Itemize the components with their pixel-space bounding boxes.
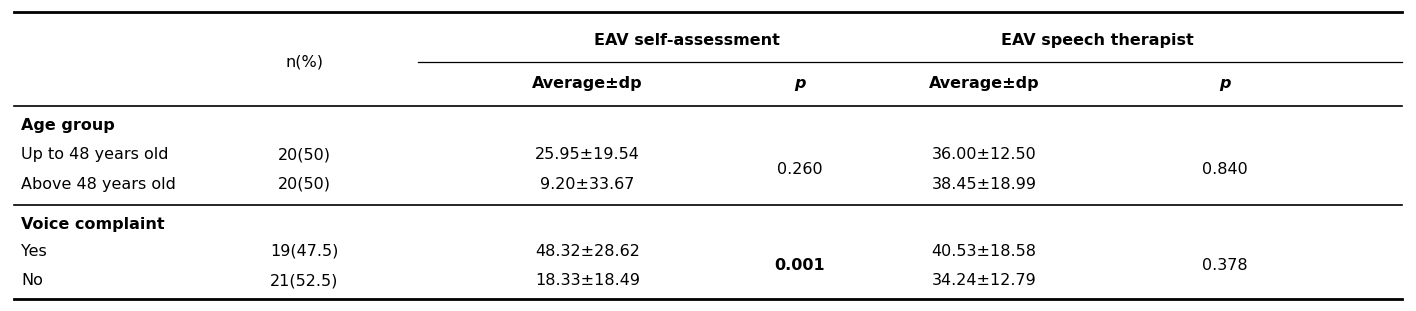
Text: 19(47.5): 19(47.5) [270, 244, 338, 259]
Text: p: p [1219, 77, 1231, 91]
Text: 38.45±18.99: 38.45±18.99 [932, 177, 1037, 192]
Text: 9.20±33.67: 9.20±33.67 [541, 177, 634, 192]
Text: 20(50): 20(50) [278, 147, 331, 162]
Text: EAV speech therapist: EAV speech therapist [1001, 33, 1194, 48]
Text: Up to 48 years old: Up to 48 years old [21, 147, 169, 162]
Text: 48.32±28.62: 48.32±28.62 [535, 244, 640, 259]
Text: 21(52.5): 21(52.5) [270, 273, 338, 288]
Text: 0.378: 0.378 [1202, 258, 1247, 273]
Text: Yes: Yes [21, 244, 47, 259]
Text: Age group: Age group [21, 118, 115, 133]
Text: Average±dp: Average±dp [532, 77, 643, 91]
Text: No: No [21, 273, 42, 288]
Text: 20(50): 20(50) [278, 177, 331, 192]
Text: n(%): n(%) [286, 55, 323, 70]
Text: Above 48 years old: Above 48 years old [21, 177, 176, 192]
Text: p: p [794, 77, 806, 91]
Text: 0.840: 0.840 [1202, 162, 1247, 177]
Text: Average±dp: Average±dp [929, 77, 1039, 91]
Text: 0.260: 0.260 [777, 162, 823, 177]
Text: 0.001: 0.001 [775, 258, 826, 273]
Text: 40.53±18.58: 40.53±18.58 [932, 244, 1037, 259]
Text: EAV self-assessment: EAV self-assessment [593, 33, 780, 48]
Text: 36.00±12.50: 36.00±12.50 [932, 147, 1037, 162]
Text: 18.33±18.49: 18.33±18.49 [535, 273, 640, 288]
Text: Voice complaint: Voice complaint [21, 217, 164, 232]
Text: 25.95±19.54: 25.95±19.54 [535, 147, 640, 162]
Text: 34.24±12.79: 34.24±12.79 [932, 273, 1037, 288]
